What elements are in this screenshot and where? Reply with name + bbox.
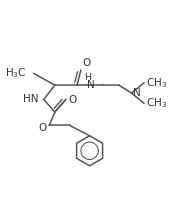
Text: O: O [68, 95, 76, 105]
Text: CH$_3$: CH$_3$ [146, 76, 167, 90]
Text: O: O [82, 58, 91, 68]
Text: H$_3$C: H$_3$C [5, 66, 26, 80]
Text: O: O [38, 122, 46, 132]
Text: HN: HN [23, 94, 38, 104]
Text: N: N [133, 88, 141, 98]
Text: CH$_3$: CH$_3$ [146, 96, 167, 110]
Text: N: N [87, 80, 95, 90]
Text: H: H [84, 73, 91, 82]
